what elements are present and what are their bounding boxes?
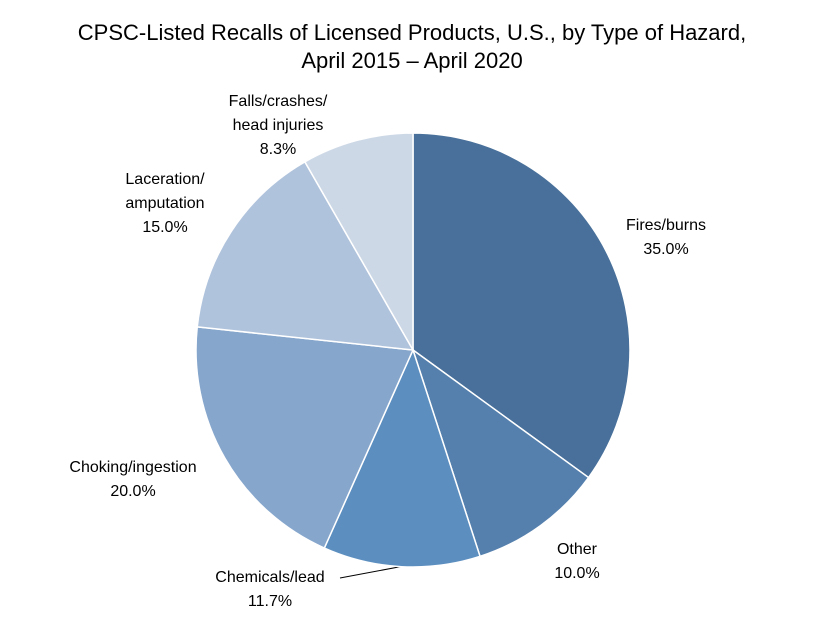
- value-label: 20.0%: [110, 483, 155, 500]
- chart-title: CPSC-Listed Recalls of Licensed Products…: [78, 20, 746, 45]
- slice-label: Other: [557, 541, 598, 558]
- slice-label: amputation: [125, 195, 204, 212]
- value-label: 8.3%: [260, 141, 296, 158]
- slice-label: Choking/ingestion: [69, 459, 196, 476]
- pie-slice: [195, 326, 415, 550]
- value-label: 11.7%: [248, 593, 292, 610]
- slice-label: Chemicals/lead: [215, 569, 324, 586]
- pie-slice: [412, 132, 631, 479]
- slice-label: Fires/burns: [626, 217, 706, 234]
- slice-label: Falls/crashes/: [229, 93, 328, 110]
- pie-slice: [411, 348, 590, 558]
- value-label: 10.0%: [554, 565, 599, 582]
- chart-title: April 2015 – April 2020: [301, 48, 522, 73]
- pie-slice: [196, 160, 415, 351]
- leader-line: [339, 565, 405, 579]
- slice-label: Laceration/: [125, 171, 205, 188]
- value-label: 35.0%: [643, 241, 688, 258]
- pie-slice: [303, 132, 414, 353]
- value-label: 15.0%: [142, 219, 187, 236]
- slice-label: head injuries: [233, 117, 324, 134]
- pie-slice: [323, 347, 482, 568]
